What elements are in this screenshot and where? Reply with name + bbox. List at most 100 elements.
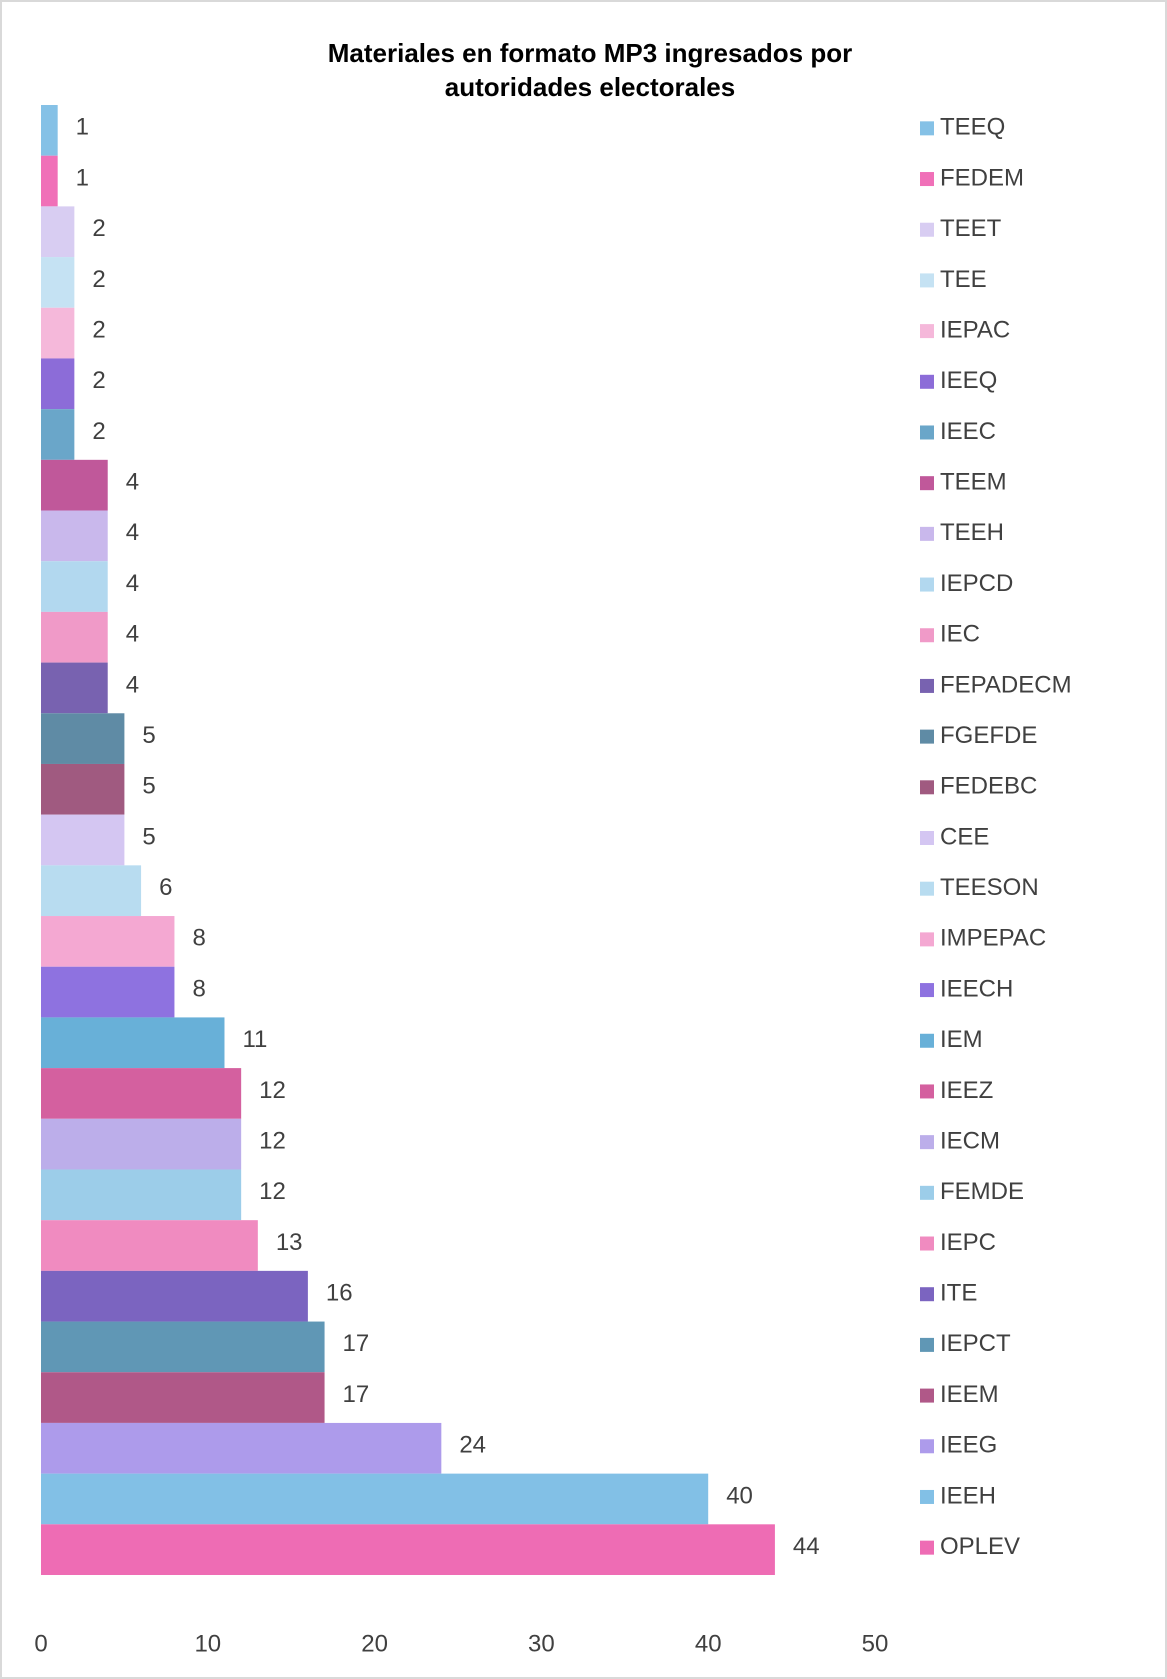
legend-label: FGEFDE (940, 722, 1037, 749)
data-label: 2 (92, 266, 105, 293)
legend-swatch (920, 273, 934, 288)
legend-swatch (920, 1287, 934, 1302)
data-label: 4 (126, 469, 139, 496)
data-label: 4 (126, 621, 139, 648)
legend-label: TEE (940, 266, 987, 293)
bar (41, 1017, 225, 1069)
legend-swatch (920, 1439, 934, 1454)
legend-swatch (920, 425, 934, 440)
legend-label: CEE (940, 823, 989, 850)
legend-swatch (920, 780, 934, 795)
bar (41, 966, 175, 1018)
legend-label: IMPEPAC (940, 925, 1046, 952)
data-label: 1 (76, 114, 89, 141)
legend-swatch (920, 932, 934, 947)
bar (41, 1321, 325, 1373)
legend-swatch (920, 831, 934, 845)
data-label: 16 (326, 1280, 353, 1307)
legend-swatch (920, 1388, 934, 1403)
legend-swatch (920, 881, 934, 896)
legend-label: IEEZ (940, 1077, 993, 1104)
bar (41, 916, 175, 967)
legend-label: IEEQ (940, 367, 997, 394)
legend-swatch (920, 172, 934, 187)
bar (41, 561, 108, 612)
legend-label: IECM (940, 1127, 1000, 1154)
bar (41, 1118, 242, 1170)
x-tick-label: 50 (862, 1630, 889, 1657)
legend-swatch (920, 1185, 934, 1200)
data-label: 12 (259, 1178, 286, 1205)
data-label: 11 (242, 1026, 267, 1053)
data-label: 12 (259, 1077, 286, 1104)
legend-swatch (920, 374, 934, 389)
data-label: 40 (726, 1482, 753, 1509)
legend-swatch (920, 1337, 934, 1352)
legend-label: TEEQ (940, 114, 1005, 141)
data-label: 17 (343, 1330, 370, 1357)
bar (41, 1220, 258, 1271)
x-tick-label: 20 (361, 1630, 388, 1657)
legend-swatch (920, 983, 934, 998)
legend-label: IEEG (940, 1432, 997, 1459)
legend-swatch (920, 324, 934, 339)
legend-label: TEEM (940, 469, 1007, 496)
bar (41, 1372, 325, 1423)
legend-label: IEPCT (940, 1330, 1011, 1357)
legend-swatch (920, 729, 934, 744)
legend-swatch (920, 476, 934, 491)
data-label: 2 (92, 316, 105, 343)
data-label: 1 (76, 164, 89, 191)
legend-swatch (920, 121, 934, 136)
legend-swatch (920, 222, 934, 237)
legend-swatch (920, 678, 934, 693)
legend-swatch (920, 1489, 934, 1504)
legend-label: IEPCD (940, 570, 1013, 597)
legend-swatch (920, 577, 934, 592)
legend-label: IEECH (940, 975, 1013, 1002)
bar (41, 459, 108, 511)
legend-label: TEESON (940, 874, 1039, 901)
legend-label: IEEM (940, 1381, 999, 1408)
legend-label: ITE (940, 1280, 977, 1307)
bar (41, 1473, 709, 1525)
data-label: 4 (126, 570, 139, 597)
x-tick-label: 40 (695, 1630, 722, 1657)
bar (41, 662, 108, 714)
legend-swatch (920, 526, 934, 541)
bar (41, 1524, 775, 1575)
bar (41, 307, 75, 359)
data-label: 8 (192, 925, 205, 952)
x-tick-label: 0 (34, 1630, 47, 1657)
data-label: 5 (142, 773, 155, 800)
bar (41, 1169, 242, 1221)
chart-title: Materiales en formato MP3 ingresados por… (327, 38, 853, 102)
legend-label: FEMDE (940, 1178, 1024, 1205)
legend-label: IEEC (940, 418, 996, 445)
data-label: 5 (142, 823, 155, 850)
data-label: 2 (92, 215, 105, 242)
legend-label: IEPC (940, 1229, 996, 1256)
legend-label: IEEH (940, 1482, 996, 1509)
legend-swatch (920, 628, 934, 643)
data-label: 17 (343, 1381, 370, 1408)
data-label: 6 (159, 874, 172, 901)
data-label: 8 (192, 975, 205, 1002)
bar (41, 510, 108, 562)
bar (41, 814, 125, 866)
bar (41, 1270, 308, 1322)
bar (41, 105, 58, 156)
legend-label: FEDEM (940, 164, 1024, 191)
data-label: 44 (793, 1533, 820, 1560)
data-label: 24 (459, 1432, 486, 1459)
legend-label: OPLEV (940, 1533, 1020, 1560)
bar (41, 206, 75, 258)
data-label: 2 (92, 367, 105, 394)
legend-label: TEEH (940, 519, 1004, 546)
legend-label: FEDEBC (940, 773, 1037, 800)
data-label: 4 (126, 671, 139, 698)
legend-label: FEPADECM (940, 671, 1072, 698)
